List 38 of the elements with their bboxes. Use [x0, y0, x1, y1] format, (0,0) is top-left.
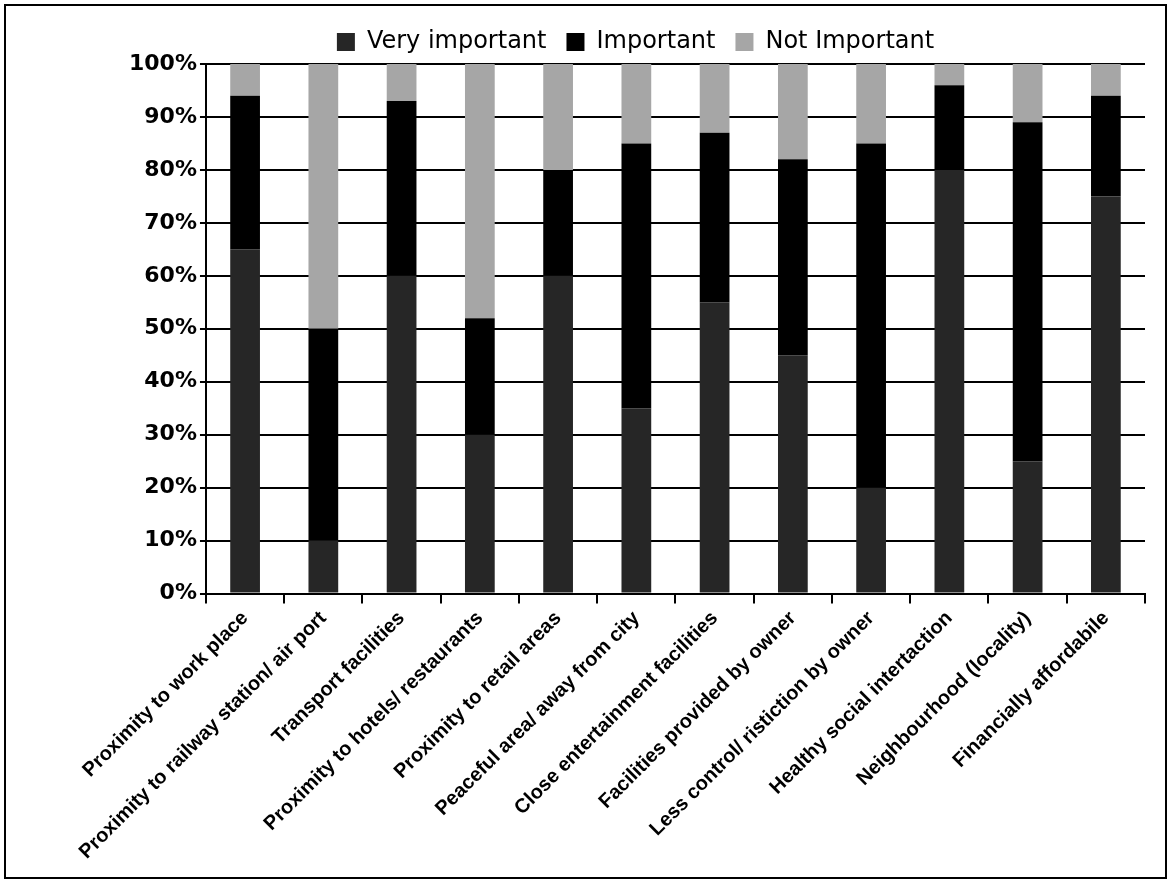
bar: [386, 64, 417, 102]
bar: [934, 64, 965, 86]
y-tick-label: 90%: [144, 102, 197, 128]
y-tick-label: 20%: [144, 473, 197, 499]
y-tick-label: 50%: [144, 314, 197, 340]
bar: [856, 487, 886, 593]
bar: [308, 64, 339, 329]
bar: [699, 64, 730, 133]
bar: [230, 64, 260, 96]
bar: [1091, 196, 1121, 593]
bar: [699, 302, 730, 593]
bar: [464, 434, 495, 593]
bar: [543, 64, 573, 170]
y-tick-label: 100%: [129, 49, 197, 75]
bar: [543, 275, 573, 593]
y-tick-label: 70%: [144, 208, 197, 234]
legend-label: Not Important: [765, 26, 935, 55]
y-tick-label: 40%: [144, 367, 197, 393]
legend-label: Important: [596, 26, 716, 55]
bar: [777, 355, 808, 593]
y-tick-label: 10%: [144, 526, 197, 552]
legend-label: Very important: [366, 26, 547, 55]
bar: [308, 540, 339, 593]
bar: [777, 64, 808, 160]
bar: [621, 64, 652, 144]
bar: [386, 275, 417, 593]
bar: [934, 169, 965, 593]
bar: [1012, 64, 1043, 123]
y-tick-label: 80%: [144, 155, 197, 181]
y-tick-label: 60%: [144, 261, 197, 287]
bar: [621, 408, 652, 593]
bar: [1091, 64, 1121, 96]
bar: [856, 64, 886, 144]
bar: [464, 64, 495, 319]
bar: [230, 249, 260, 593]
y-tick-label: 0%: [159, 579, 197, 605]
bar: [1012, 461, 1043, 593]
y-tick-label: 30%: [144, 420, 197, 446]
